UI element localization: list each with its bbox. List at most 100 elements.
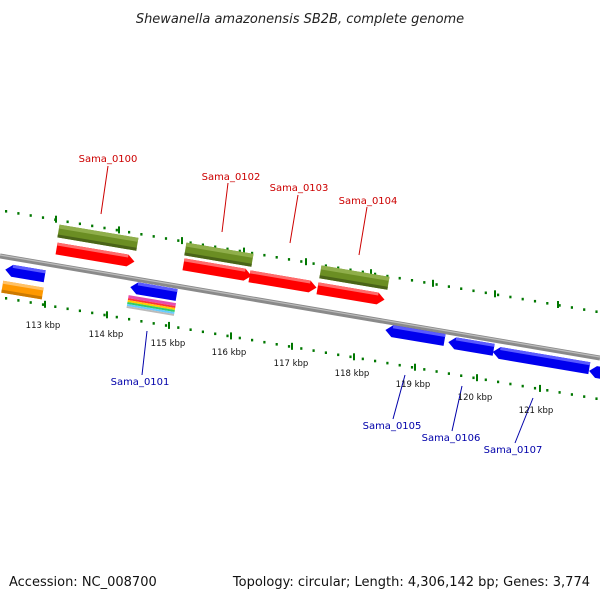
genome-summary-text: Topology: circular; Length: 4,306,142 bp…: [232, 575, 590, 590]
cds-feature[interactable]: [319, 265, 390, 290]
orange-feature[interactable]: [1, 280, 44, 300]
stacked-feature[interactable]: [126, 295, 176, 316]
cds-feature[interactable]: [57, 224, 139, 251]
scale-dot: [128, 317, 131, 321]
reverse-gene-arrow[interactable]: [4, 264, 46, 283]
scale-dot: [570, 393, 573, 396]
scale-dot: [275, 343, 278, 346]
scale-dot: [558, 391, 561, 394]
label-leader-line: [100, 165, 109, 215]
scale-dot: [497, 293, 500, 297]
scale-dot: [238, 249, 241, 253]
scale-dot: [583, 395, 586, 398]
scale-dot: [349, 268, 352, 272]
scale-tick-label: 117 kbp: [274, 359, 309, 369]
scale-dot: [5, 210, 8, 213]
forward-gene-arrow[interactable]: [248, 270, 317, 293]
forward-gene-arrow[interactable]: [55, 242, 136, 268]
scale-dot: [226, 334, 229, 338]
scale-dot: [546, 389, 549, 392]
scale-dot: [91, 224, 94, 228]
label-leader-line: [392, 374, 406, 420]
scale-dot: [152, 322, 155, 325]
scale-tick-label: 113 kbp: [26, 321, 61, 331]
forward-gene-arrow[interactable]: [182, 258, 252, 281]
genome-backbone: [0, 253, 600, 361]
scale-dot: [103, 313, 106, 317]
scale-dot: [447, 372, 450, 375]
scale-dot: [78, 309, 81, 313]
scale-dot: [140, 233, 143, 236]
scale-dot: [361, 270, 364, 274]
scale-dot: [189, 241, 192, 244]
scale-dot: [386, 361, 389, 365]
cds-feature[interactable]: [184, 242, 254, 267]
scale-dot: [287, 345, 291, 348]
scale-dot: [152, 235, 155, 238]
reverse-gene-arrow[interactable]: [129, 281, 178, 301]
scale-dot: [164, 324, 168, 327]
scale-dot: [54, 305, 57, 308]
accession-text: Accession: NC_008700: [9, 575, 157, 590]
scale-dot: [5, 297, 8, 300]
scale-dot: [460, 287, 463, 290]
gene-label-sama-0106[interactable]: Sama_0106: [422, 433, 481, 444]
scale-dot: [472, 289, 475, 293]
scale-dot: [435, 370, 438, 373]
scale-dot: [41, 303, 45, 306]
scale-dot: [128, 230, 131, 234]
gene-label-sama-0107[interactable]: Sama_0107: [484, 445, 543, 456]
scale-dot: [533, 386, 537, 390]
reverse-gene-arrow[interactable]: [588, 365, 600, 380]
inner-scale-track: [5, 297, 598, 400]
scale-tick-label: 120 kbp: [458, 393, 493, 403]
gene-label-sama-0102[interactable]: Sama_0102: [202, 172, 261, 183]
scale-dot: [509, 295, 512, 299]
scale-dot: [484, 378, 487, 382]
scale-dot: [472, 376, 475, 380]
gene-label-sama-0104[interactable]: Sama_0104: [339, 196, 398, 207]
scale-dot: [423, 368, 426, 371]
scale-dot: [533, 299, 537, 303]
label-leader-line: [514, 397, 534, 444]
gene-label-sama-0101[interactable]: Sama_0101: [111, 377, 170, 388]
scale-dot: [29, 214, 32, 217]
scale-dot: [29, 301, 32, 304]
scale-dot: [164, 237, 168, 240]
reverse-gene-arrow[interactable]: [492, 346, 591, 375]
scale-dot: [115, 228, 118, 232]
scale-dot: [386, 274, 389, 278]
scale-dot: [460, 374, 463, 377]
scale-dot: [300, 347, 303, 350]
scale-tick-label: 121 kbp: [519, 406, 554, 416]
scale-dot: [78, 222, 81, 226]
reverse-gene-arrow[interactable]: [384, 324, 446, 346]
scale-dot: [324, 351, 327, 354]
gene-label-sama-0105[interactable]: Sama_0105: [363, 421, 422, 432]
scale-dot: [41, 216, 45, 219]
scale-dot: [374, 272, 377, 276]
scale-tick-label: 119 kbp: [396, 380, 431, 390]
reverse-gene-arrow[interactable]: [447, 336, 495, 356]
scale-dot: [410, 279, 414, 282]
label-leader-line: [221, 182, 229, 233]
scale-dot: [337, 266, 340, 270]
scale-dot: [66, 307, 69, 311]
scale-dot: [238, 336, 241, 340]
scale-tick-label: 114 kbp: [89, 330, 124, 340]
scale-dot: [595, 397, 598, 400]
scale-dot: [423, 281, 426, 284]
scale-dot: [177, 326, 180, 329]
scale-dot: [17, 212, 20, 215]
scale-dot: [287, 258, 291, 261]
scale-dot: [546, 302, 549, 305]
scale-dot: [349, 355, 352, 359]
gene-label-sama-0100[interactable]: Sama_0100: [79, 154, 138, 165]
scale-dot: [521, 384, 524, 388]
gene-label-sama-0103[interactable]: Sama_0103: [270, 183, 329, 194]
scale-dot: [251, 251, 254, 255]
scale-dot: [201, 330, 204, 334]
forward-gene-arrow[interactable]: [316, 282, 385, 305]
scale-dot: [91, 311, 94, 315]
scale-dot: [140, 320, 143, 323]
